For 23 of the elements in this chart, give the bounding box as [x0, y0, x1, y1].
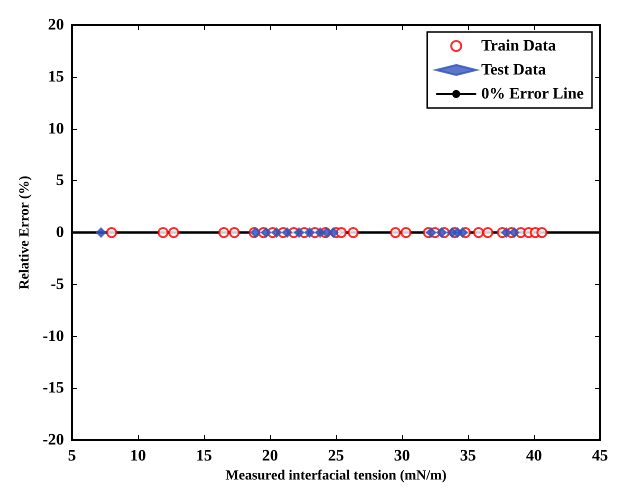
x-tick-label: 30: [394, 448, 410, 465]
x-tick-label: 15: [196, 448, 212, 465]
x-tick-label: 45: [592, 448, 608, 465]
legend-label: 0% Error Line: [481, 86, 584, 102]
y-tick-label: 5: [56, 172, 64, 190]
y-tick-label: -20: [42, 432, 64, 449]
y-tick-label: 20: [48, 16, 64, 34]
x-tick-label: 35: [460, 448, 476, 465]
y-axis-title: Relative Error (%): [17, 175, 32, 290]
legend-label: Test Data: [481, 62, 546, 78]
y-tick-label: -10: [42, 328, 64, 345]
y-tick-label: -5: [50, 276, 64, 293]
y-tick-label: 15: [48, 68, 64, 86]
y-tick-label: 0: [56, 224, 64, 242]
x-tick-label: 20: [262, 448, 278, 465]
x-tick-label: 40: [526, 448, 542, 465]
legend-label: Train Data: [481, 38, 556, 54]
x-axis-title: Measured interfacial tension (mN/m): [226, 468, 447, 484]
x-tick-label: 10: [130, 448, 146, 465]
x-tick-label: 25: [328, 448, 344, 465]
y-tick-label: 10: [48, 120, 64, 138]
x-tick-label: 5: [68, 448, 76, 465]
y-tick-label: -15: [42, 380, 64, 397]
